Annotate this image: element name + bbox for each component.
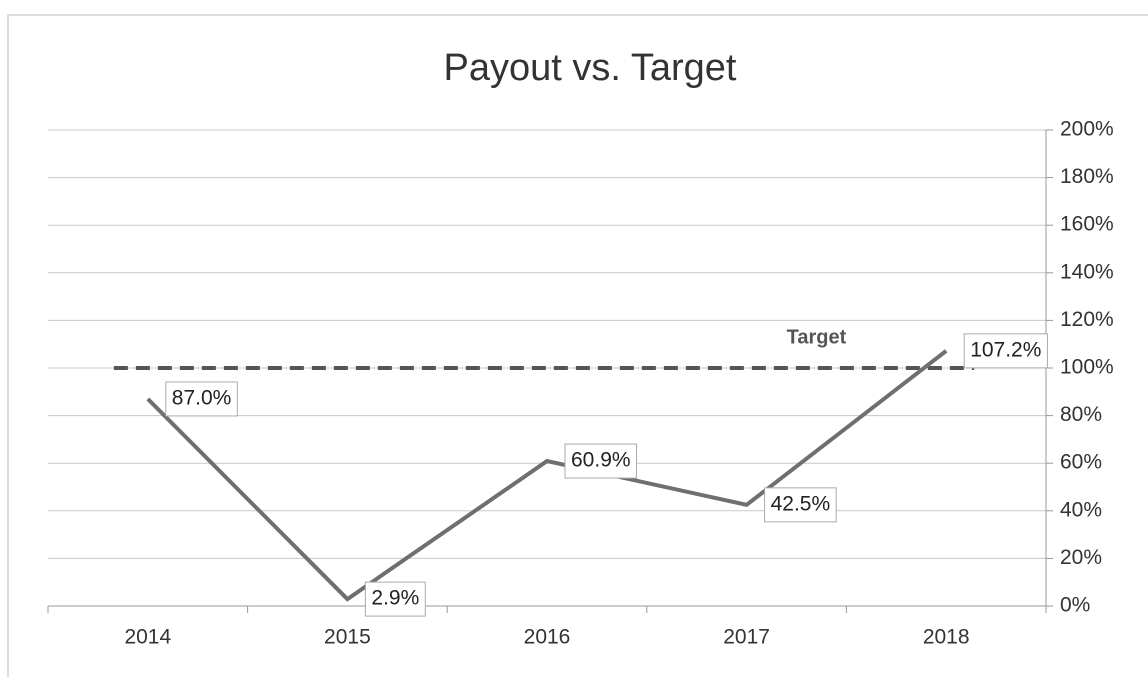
x-tick-label: 2014 xyxy=(124,626,171,649)
data-label-box xyxy=(165,381,238,417)
chart-title: Payout vs. Target xyxy=(444,47,737,89)
y-tick-label: 120% xyxy=(1060,308,1114,331)
data-label: 107.2% xyxy=(963,333,1048,369)
target-label: Target xyxy=(787,326,847,348)
y-tick-label: 200% xyxy=(1060,118,1114,141)
data-label-text: 87.0% xyxy=(172,386,232,409)
data-label-box xyxy=(564,443,638,479)
y-tick-label: 100% xyxy=(1060,356,1114,379)
x-tick-label: 2016 xyxy=(524,626,571,649)
data-label: 60.9% xyxy=(564,443,638,479)
y-tick-label: 40% xyxy=(1060,498,1102,521)
data-label: 42.5% xyxy=(764,487,837,523)
y-tick-label: 80% xyxy=(1060,403,1102,426)
chart-frame xyxy=(7,14,1148,677)
x-tick-label: 2015 xyxy=(324,626,371,649)
y-tick-label: 160% xyxy=(1060,213,1114,236)
data-label-box xyxy=(364,581,426,617)
data-label-text: 60.9% xyxy=(571,449,631,472)
x-tick-label: 2017 xyxy=(723,626,770,649)
y-tick-label: 0% xyxy=(1060,594,1090,617)
data-line xyxy=(146,349,948,602)
data-label-box xyxy=(963,333,1048,369)
data-label: 2.9% xyxy=(364,581,426,617)
data-label-text: 2.9% xyxy=(371,587,419,610)
data-label-text: 107.2% xyxy=(970,338,1041,361)
y-tick-label: 60% xyxy=(1060,451,1102,474)
data-label-text: 42.5% xyxy=(771,492,831,515)
x-tick-label: 2018 xyxy=(923,626,970,649)
data-label-box xyxy=(764,487,837,523)
y-tick-label: 180% xyxy=(1060,165,1114,188)
data-label: 87.0% xyxy=(165,381,238,417)
y-tick-label: 20% xyxy=(1060,546,1102,569)
y-tick-label: 140% xyxy=(1060,260,1114,283)
